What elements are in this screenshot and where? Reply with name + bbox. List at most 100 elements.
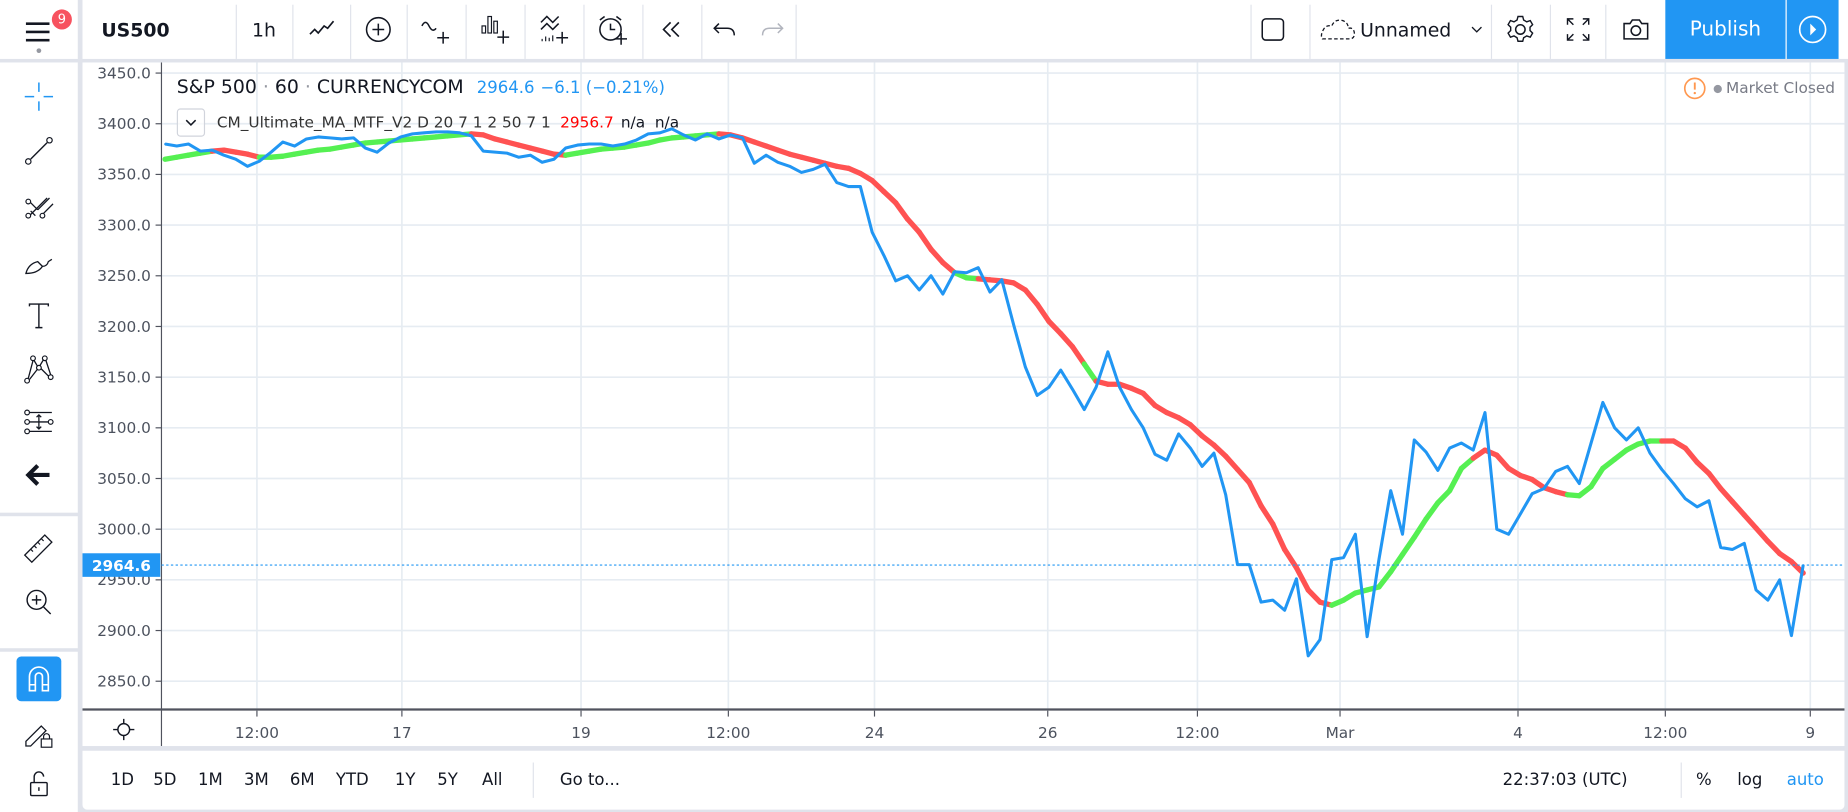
legend-separator: · [304, 75, 311, 98]
price-point [1472, 449, 1475, 452]
indicator-na: n/a n/a [620, 113, 680, 132]
market-status[interactable]: Market Closed [1682, 77, 1835, 101]
lock-drawings-button[interactable] [15, 712, 62, 754]
layout-name-button[interactable]: Unnamed [1315, 0, 1492, 59]
range-button-1y[interactable]: 1Y [394, 770, 416, 790]
range-button-1m[interactable]: 1M [197, 770, 223, 790]
publish-options-button[interactable] [1786, 0, 1839, 59]
divider [292, 4, 294, 59]
indicators-button[interactable] [407, 0, 466, 59]
legend-exchange: CURRENCYCOM [316, 75, 464, 98]
alert-icon [599, 15, 627, 45]
magnet-mode-button[interactable] [16, 656, 62, 702]
alert-button[interactable] [583, 0, 642, 59]
select-layout-button[interactable] [1250, 0, 1295, 59]
price-point [1684, 497, 1687, 500]
pattern-tool[interactable] [15, 348, 62, 390]
ruler-tool[interactable] [15, 528, 62, 570]
time-axis-label: 9 [1805, 724, 1815, 742]
zoom-tool[interactable] [15, 581, 62, 623]
settings-button[interactable] [1491, 0, 1550, 59]
ma-line-segment [1435, 488, 1453, 506]
legend-symbol[interactable]: S&P 500 [176, 75, 257, 98]
range-button-5d[interactable]: 5D [153, 770, 177, 790]
top-toolbar: US500 1h [82, 0, 1848, 59]
indicator-name[interactable]: CM_Ultimate_MA_MTF_V2 D 20 7 1 2 50 7 1 [216, 113, 551, 132]
chart-style-line-icon [308, 20, 334, 35]
pattern-icon [24, 355, 54, 384]
price-axis-label: 3100.0 [97, 419, 151, 437]
status-dot [1713, 84, 1722, 93]
price-point [1106, 350, 1109, 353]
range-button-6m[interactable]: 6M [289, 770, 315, 790]
range-button-ytd[interactable]: YTD [335, 770, 369, 790]
divider [350, 4, 352, 59]
divider [701, 4, 703, 59]
range-button-5y[interactable]: 5Y [437, 770, 458, 790]
publish-button[interactable]: Publish [1665, 0, 1786, 59]
undo-button[interactable] [701, 0, 748, 59]
price-line [164, 127, 1805, 658]
ma-line-segment [1494, 452, 1512, 472]
price-point [1743, 542, 1746, 545]
price-point [1083, 408, 1086, 411]
price-point [1566, 465, 1569, 468]
symbol-search-button[interactable]: US500 [101, 18, 170, 41]
price-point [1118, 386, 1121, 389]
price-point [1177, 432, 1180, 435]
auto-scale-toggle[interactable]: auto [1786, 770, 1824, 790]
brush-tool[interactable] [15, 242, 62, 284]
range-button-3m[interactable]: 3M [243, 770, 269, 790]
templates-button[interactable] [524, 0, 583, 59]
financials-button[interactable] [466, 0, 525, 59]
price-point [694, 139, 697, 141]
price-point [1319, 638, 1321, 641]
interval-button[interactable]: 1h [252, 18, 276, 41]
price-point [1637, 426, 1640, 429]
percent-scale-toggle[interactable]: % [1695, 770, 1712, 790]
menu-button[interactable]: 9 [12, 9, 72, 56]
ma-line-segment [1753, 525, 1771, 544]
log-scale-toggle[interactable]: log [1737, 770, 1763, 790]
goto-date-button[interactable]: Go to... [559, 770, 620, 790]
market-status-text: Market Closed [1726, 79, 1836, 98]
clock-timezone[interactable]: 22:37:03 (UTC) [1502, 770, 1628, 790]
price-axis-label: 3250.0 [97, 267, 151, 285]
unlock-button[interactable] [15, 763, 62, 805]
pitchfork-tool[interactable] [15, 186, 62, 228]
range-button-1d[interactable]: 1D [110, 770, 134, 790]
chart-legend: S&P 500 · 60 · CURRENCYCOM 2964.6 −6.1 (… [177, 75, 665, 97]
camera-icon [1622, 19, 1648, 40]
fullscreen-button[interactable] [1550, 0, 1605, 59]
hide-toolbar-button[interactable] [15, 454, 62, 496]
price-point [1130, 408, 1133, 411]
price-point [1036, 394, 1039, 397]
ma-line-segment [1718, 485, 1736, 505]
range-button-all[interactable]: All [482, 770, 503, 790]
collapse-legend-button[interactable] [176, 108, 206, 137]
replay-button[interactable] [642, 0, 701, 59]
price-point [1307, 654, 1310, 657]
crosshair-tool[interactable] [15, 75, 62, 117]
measure-tool[interactable] [15, 401, 62, 443]
price-chart[interactable]: 3450.0 3400.0 3350.0 3300.0 3250.0 3200.0 3150… [82, 62, 1845, 747]
price-point [1495, 528, 1498, 531]
price-point [647, 132, 650, 135]
price-point [1271, 599, 1274, 602]
price-point [1601, 401, 1604, 404]
divider [642, 4, 644, 59]
compare-button[interactable] [350, 0, 407, 59]
chart-style-button[interactable] [292, 0, 350, 59]
price-point [1330, 558, 1333, 561]
screenshot-button[interactable] [1605, 0, 1665, 59]
ma-line-segment [1223, 453, 1241, 473]
templates-icon [540, 15, 569, 44]
text-tool[interactable] [15, 295, 62, 337]
divider [1549, 4, 1551, 59]
trend-line-icon [24, 136, 53, 165]
trend-line-tool[interactable] [15, 130, 62, 172]
redo-button[interactable] [748, 0, 795, 59]
time-axis-settings-button[interactable] [111, 717, 137, 743]
text-icon [28, 303, 50, 329]
price-point [211, 149, 214, 152]
